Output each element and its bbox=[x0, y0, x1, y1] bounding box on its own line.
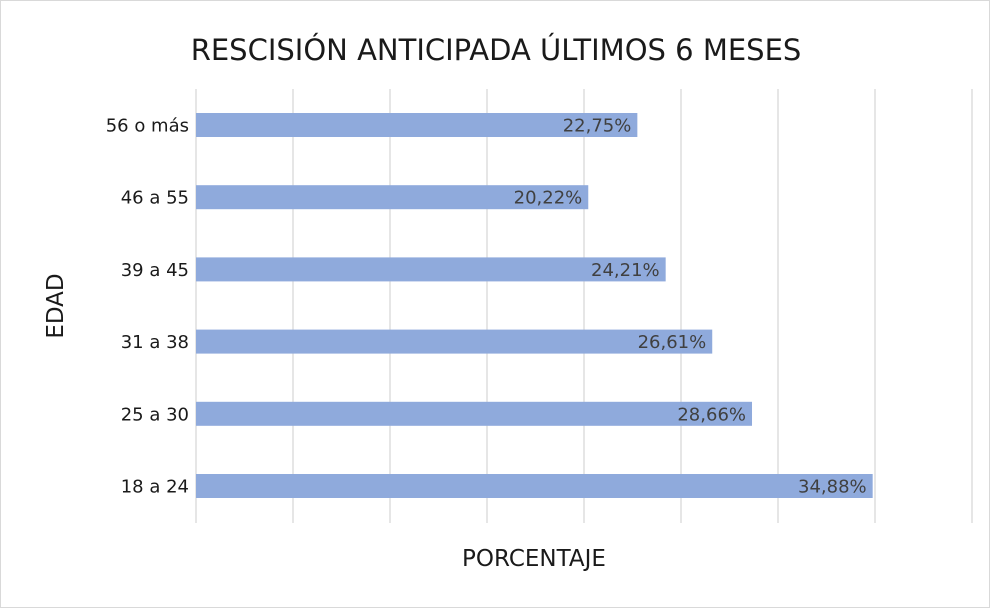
bar bbox=[196, 401, 753, 426]
category-tick-label: 46 a 55 bbox=[121, 188, 189, 209]
data-label: 22,75% bbox=[563, 116, 632, 137]
category-tick-label: 25 a 30 bbox=[121, 404, 189, 425]
data-label: 20,22% bbox=[514, 188, 583, 209]
bar bbox=[196, 185, 589, 210]
data-label: 28,66% bbox=[677, 404, 746, 425]
bar bbox=[196, 329, 713, 354]
gridlines bbox=[195, 89, 973, 523]
category-tick-labels: 56 o más 46 a 55 39 a 45 31 a 38 25 a 30 18 a… bbox=[106, 116, 189, 498]
category-tick-label: 39 a 45 bbox=[121, 260, 189, 281]
category-tick-label: 56 o más bbox=[106, 116, 189, 137]
bar bbox=[196, 257, 666, 282]
bar bbox=[196, 474, 873, 498]
data-label: 24,21% bbox=[591, 260, 660, 281]
data-label: 34,88% bbox=[798, 477, 867, 498]
category-tick-label: 31 a 38 bbox=[121, 332, 189, 353]
y-axis-title: EDAD bbox=[43, 273, 69, 338]
x-axis-title: PORCENTAJE bbox=[462, 546, 606, 572]
data-label: 26,61% bbox=[638, 332, 707, 353]
bar bbox=[196, 113, 638, 137]
chart-title: RESCISIÓN ANTICIPADA ÚLTIMOS 6 MESES bbox=[191, 33, 802, 67]
category-tick-label: 18 a 24 bbox=[121, 477, 189, 498]
data-labels: 22,75% 20,22% 24,21% 26,61% 28,66% 34,88% bbox=[514, 116, 867, 498]
bars bbox=[196, 113, 873, 498]
